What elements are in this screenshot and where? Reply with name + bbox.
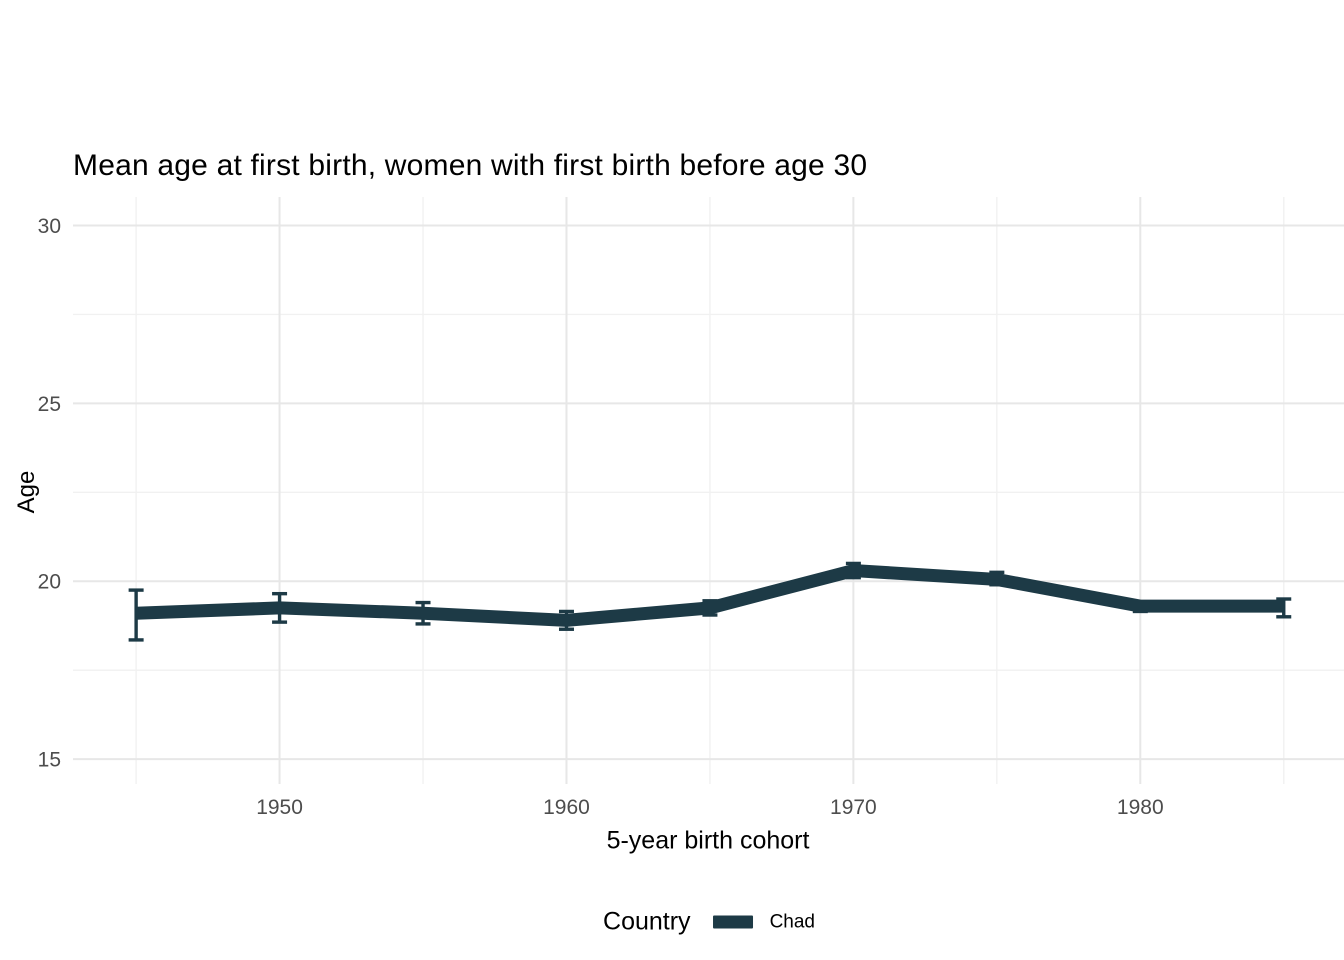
y-tick-label: 15 xyxy=(38,749,61,772)
y-tick-label: 25 xyxy=(38,393,61,416)
chart-title: Mean age at first birth, women with firs… xyxy=(73,149,868,182)
x-tick-label: 1980 xyxy=(1117,796,1164,819)
legend: Country Chad xyxy=(603,908,815,937)
series-line-chad xyxy=(135,563,1284,627)
x-tick-label: 1960 xyxy=(543,796,590,819)
y-axis-title: Age xyxy=(13,470,40,514)
y-tick-label: 30 xyxy=(38,215,61,238)
legend-title: Country xyxy=(603,907,691,936)
legend-label-chad: Chad xyxy=(769,911,815,932)
x-tick-label: 1950 xyxy=(256,796,303,819)
legend-swatch-chad xyxy=(712,915,753,929)
x-axis-title: 5-year birth cohort xyxy=(606,826,810,855)
y-tick-label: 20 xyxy=(38,571,61,594)
x-tick-label: 1970 xyxy=(830,796,877,819)
